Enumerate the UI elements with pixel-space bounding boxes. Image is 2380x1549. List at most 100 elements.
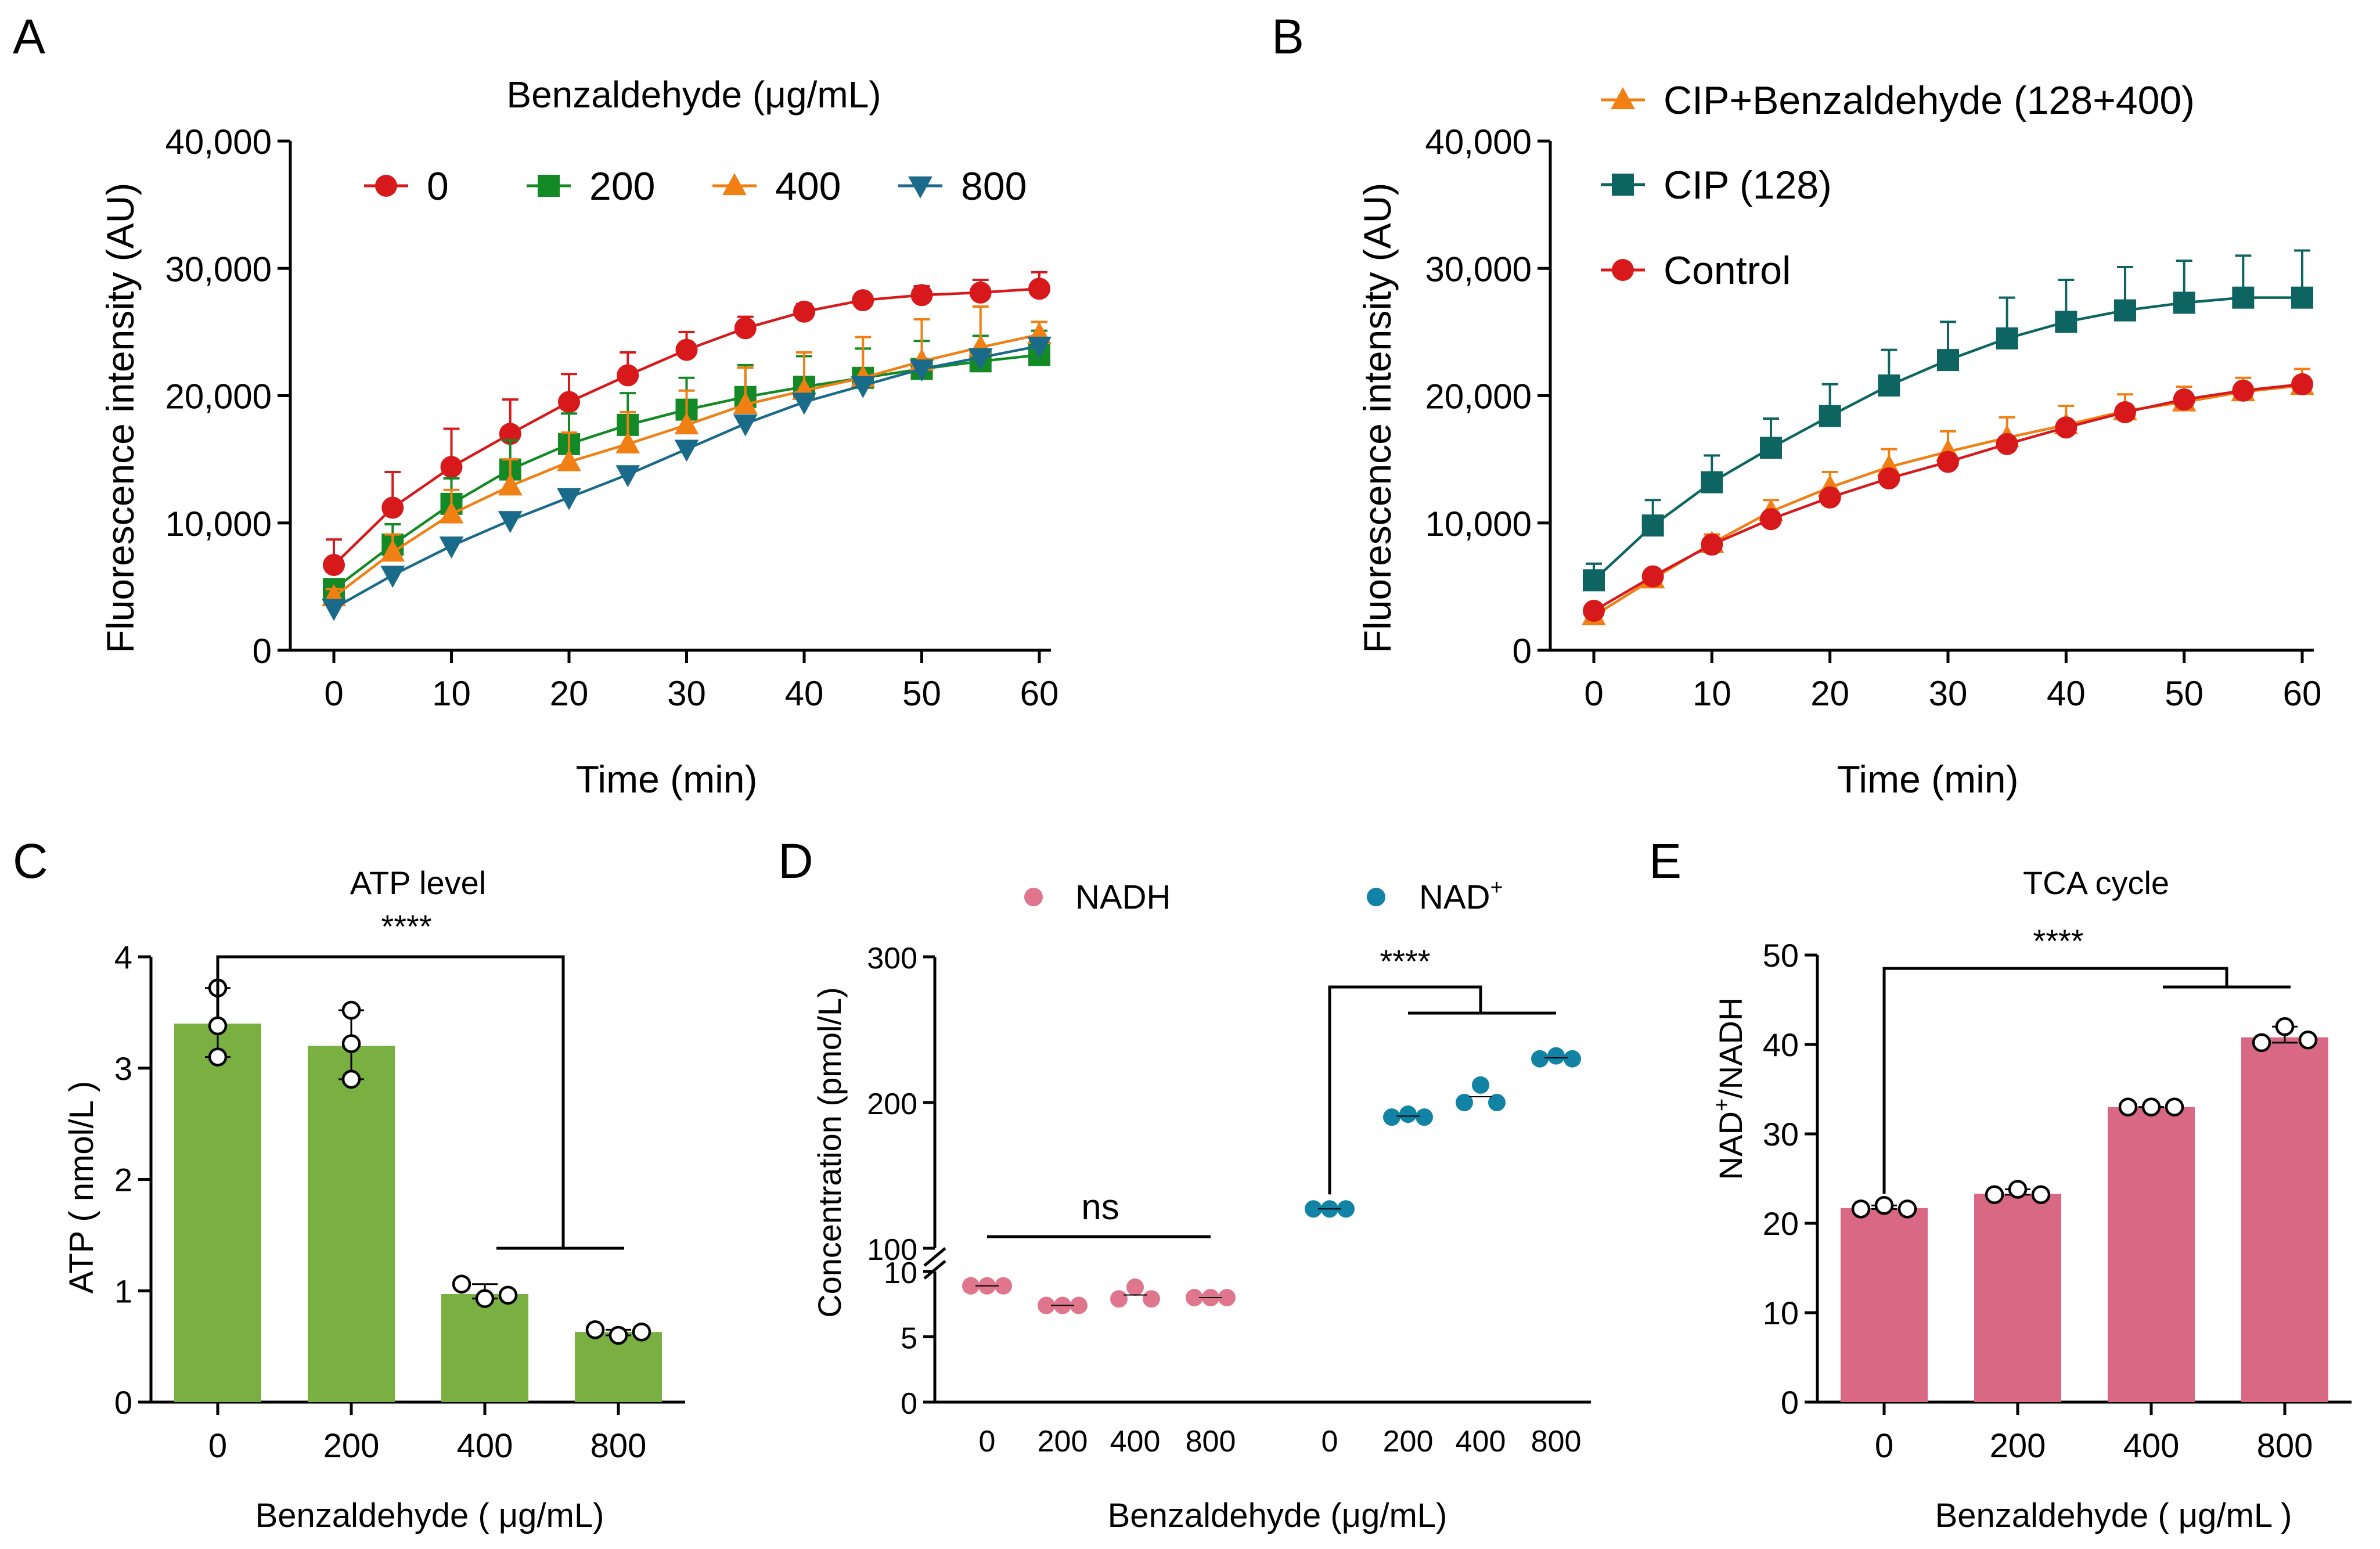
panel-letter-d: D (778, 834, 813, 888)
panel-a-point (381, 496, 404, 519)
panel-b-plot: 0 10,000 20,000 30,000 40,000 0 10 20 30 40 50 60 CI… (1425, 78, 2321, 713)
panel-letter-a: A (13, 9, 45, 64)
panel-b-point (2173, 388, 2195, 411)
panel-d-ytick-label: 0 (901, 1387, 917, 1421)
panel-e-ytick-label: 50 (1763, 937, 1799, 974)
panel-d-data-point (1038, 1296, 1055, 1314)
panel-b-point (2055, 311, 2077, 333)
panel-a-point (440, 456, 463, 478)
panel-d-data-point (1070, 1296, 1088, 1314)
panel-c-data-point (341, 1000, 361, 1020)
panel-c-data-point (632, 1322, 651, 1342)
panel-c-ytick-label: 3 (114, 1050, 132, 1087)
panel-e-ytick-label: 10 (1763, 1295, 1799, 1331)
panel-d-xtick-label: 800 (1186, 1425, 1236, 1458)
panel-d-axis-break (923, 1247, 946, 1267)
panel-d-xtick-label: 400 (1456, 1425, 1506, 1458)
panel-d-data-point (1126, 1278, 1144, 1296)
panel-b-legend-label: Control (1664, 248, 1791, 293)
panel-b-point (2055, 416, 2077, 439)
panel-c-xtick-label: 800 (591, 1427, 647, 1465)
panel-a-point (615, 465, 640, 488)
panel-c-ytick-label: 2 (114, 1162, 132, 1198)
panel-b-ytick-label: 10,000 (1425, 505, 1532, 543)
panel-b-legend-label: CIP+Benzaldehyde (128+400) (1664, 78, 2195, 123)
panel-a-legend-label: 400 (775, 164, 841, 208)
panel-c-ylabel: ATP ( nmol/L ) (63, 1081, 100, 1294)
panel-b-legend-marker (1611, 87, 1635, 110)
panel-e-bar (1974, 1194, 2061, 1402)
panel-a-point (910, 284, 933, 307)
panel-a-point (323, 554, 345, 577)
panel-a-point (380, 539, 405, 562)
panel-e-title: TCA cycle (2023, 864, 2169, 901)
panel-a-series-line (333, 333, 1040, 598)
panel-e-data-point (2275, 1017, 2295, 1036)
panel-c-bar (174, 1024, 261, 1402)
panel-c-bar (441, 1294, 528, 1402)
panel-b-xtick-label: 40 (2047, 674, 2086, 713)
panel-b-series-2 (1583, 373, 2313, 622)
panel-a-xtick-label: 20 (550, 674, 589, 713)
panel-b-point (1996, 327, 2018, 350)
panel-e-ytick-label: 20 (1763, 1205, 1799, 1242)
panel-d-ytick-label: 5 (901, 1322, 917, 1356)
panel-d-ytick-label: 100 (867, 1233, 917, 1267)
panel-b-point (1701, 534, 1723, 556)
panel-b-legend-label: CIP (128) (1664, 163, 1832, 207)
panel-d-xtick-label: 0 (1322, 1425, 1338, 1458)
legend-d-nad-marker (1367, 888, 1385, 906)
panel-d-ytick-label: 300 (867, 942, 917, 975)
panel-a: Benzaldehyde (μg/mL) Fluorescence intens… (99, 74, 1058, 801)
panel-letter-e: E (1649, 834, 1682, 888)
panel-d-data-point (1564, 1050, 1581, 1068)
panel-e-bar (1841, 1208, 1928, 1402)
panel-b-xtick-label: 0 (1584, 674, 1603, 713)
panel-a-point (909, 359, 934, 382)
panel-a-point (1028, 278, 1050, 300)
panel-c-data-point (341, 1034, 361, 1053)
panel-a-point (733, 391, 758, 414)
panel-a-plot: 0 10,000 20,000 30,000 40,000 0 10 20 30 40 50 60 0 2… (165, 123, 1058, 713)
panel-a-legend-marker (375, 175, 397, 197)
panel-d-data-point (1143, 1290, 1160, 1308)
panel-d-data-point (1110, 1290, 1128, 1308)
panel-d-data-point (1218, 1289, 1236, 1306)
panel-c-xtick-label: 0 (208, 1427, 227, 1465)
panel-letter-b: B (1272, 9, 1304, 64)
panel-a-xtick-label: 10 (432, 674, 471, 713)
panel-b-point (1760, 437, 1782, 459)
legend-d-nadh-label: NADH (1075, 878, 1171, 916)
panel-a-title: Benzaldehyde (μg/mL) (506, 74, 881, 116)
panel-d-xtick-label: 400 (1110, 1425, 1161, 1458)
panel-a-xlabel: Time (min) (576, 758, 758, 801)
panel-a-point (733, 414, 758, 437)
panel-b-legend-marker (1612, 259, 1634, 281)
panel-a-legend-label: 200 (589, 164, 655, 208)
panel-e-xlabel: Benzaldehyde ( μg/mL ) (1935, 1497, 2292, 1534)
panel-b-point (1878, 467, 1900, 490)
panel-e-data-point (1985, 1185, 2004, 1204)
panel-b-point (1878, 374, 1900, 397)
panel-c-xlabel: Benzaldehyde ( μg/mL) (255, 1497, 604, 1534)
panel-c-ytick-label: 1 (114, 1273, 132, 1309)
panel-c-plot: 0 1 2 3 4 0 200 400 800 **** (114, 908, 685, 1465)
panel-c-data-point (452, 1274, 471, 1294)
panel-a-legend-marker (538, 175, 560, 197)
panel-e-ytick-label: 0 (1781, 1384, 1799, 1421)
panel-b-xtick-label: 50 (2165, 674, 2203, 713)
panel-a-point (557, 449, 581, 471)
panel-a-point (1027, 336, 1052, 359)
panel-c-data-point (208, 1047, 228, 1067)
panel-b-ylabel: Fluorescence intensity (AU) (1356, 183, 1399, 654)
panel-a-ytick-label: 10,000 (165, 505, 272, 543)
panel-d-xtick-label: 0 (979, 1425, 996, 1458)
panel-b-ytick-label: 40,000 (1425, 123, 1532, 161)
panel-c-data-point (341, 1069, 361, 1089)
panel-d-data-point (1547, 1047, 1565, 1065)
panel-b-xtick-label: 10 (1693, 674, 1731, 713)
panel-b-ytick-label: 0 (1513, 632, 1532, 671)
panel-d-data-point (962, 1277, 980, 1295)
panel-e-bar (2241, 1037, 2328, 1402)
